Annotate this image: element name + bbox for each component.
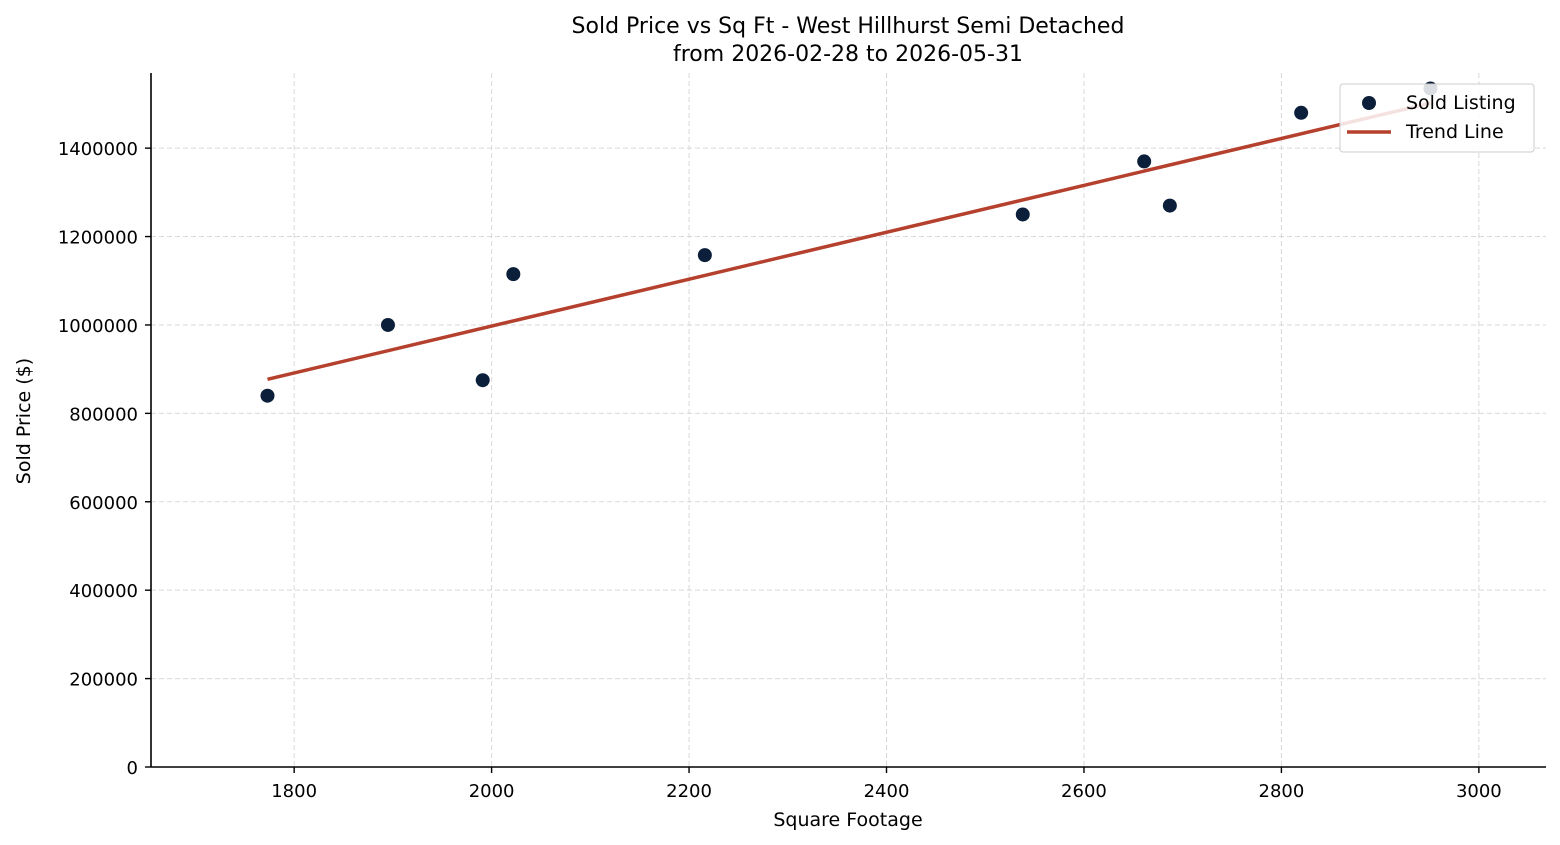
x-axis-label: Square Footage <box>773 809 922 831</box>
axes <box>150 73 1546 768</box>
y-tick-label: 1400000 <box>58 139 138 160</box>
sold-listing-point <box>1294 105 1309 120</box>
sold-listing-point <box>506 267 521 282</box>
ticks: 1800 2000 2200 2400 2600 2800 3000 0 200000 40000… <box>58 139 1502 802</box>
legend-label-trend-line: Trend Line <box>1405 121 1504 143</box>
sold-listing-point <box>475 373 490 388</box>
legend-label-sold-listing: Sold Listing <box>1406 92 1516 114</box>
y-axis-label: Sold Price ($) <box>13 358 35 484</box>
sold-listing-point <box>1015 207 1030 222</box>
y-tick-label: 1200000 <box>58 228 138 249</box>
sold-listing-point <box>380 317 395 332</box>
y-tick-label: 800000 <box>69 404 138 425</box>
legend-frame <box>1339 83 1535 153</box>
y-tick-label: 0 <box>127 758 138 779</box>
grid <box>151 73 1546 767</box>
legend-marker-sold-listing <box>1362 96 1376 110</box>
x-tick-label: 1800 <box>271 781 317 802</box>
plot-area <box>260 81 1438 403</box>
x-tick-label: 3000 <box>1456 781 1502 802</box>
legend: Sold Listing Trend Line <box>1339 83 1535 153</box>
x-tick-label: 2800 <box>1259 781 1305 802</box>
sold-listing-point <box>697 248 712 263</box>
chart-title: Sold Price vs Sq Ft - West Hillhurst Sem… <box>572 14 1125 39</box>
y-tick-label: 1000000 <box>58 316 138 337</box>
x-tick-label: 2600 <box>1061 781 1107 802</box>
sold-listing-point <box>1137 154 1152 169</box>
y-tick-label: 600000 <box>69 493 138 514</box>
x-tick-label: 2000 <box>469 781 515 802</box>
sold-listing-point <box>260 388 275 403</box>
sold-listing-point <box>1162 198 1177 213</box>
y-tick-label: 400000 <box>69 581 138 602</box>
trend-line <box>267 101 1431 382</box>
chart-subtitle: from 2026-02-28 to 2026-05-31 <box>673 42 1023 67</box>
x-tick-label: 2200 <box>666 781 712 802</box>
y-tick-label: 200000 <box>69 670 138 691</box>
x-tick-label: 2400 <box>864 781 910 802</box>
